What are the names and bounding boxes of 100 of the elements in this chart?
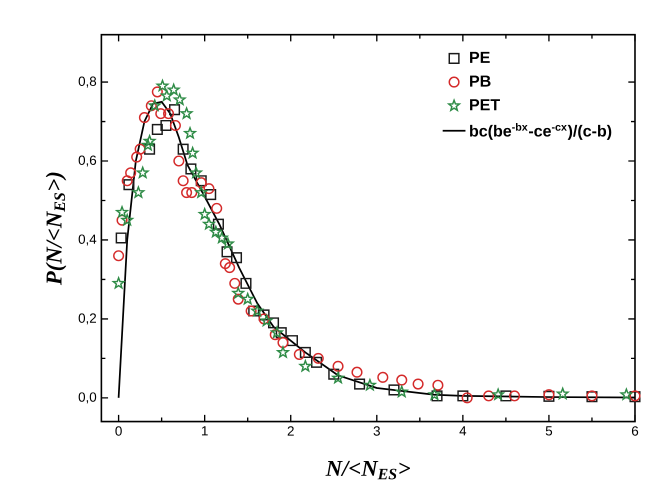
point xyxy=(276,346,289,358)
point xyxy=(125,167,136,178)
point xyxy=(432,380,444,391)
legend-label: PB xyxy=(470,75,491,86)
x-tick-label: 4 xyxy=(459,426,466,436)
x-tick-label: 2 xyxy=(288,426,294,436)
point xyxy=(152,86,163,98)
point xyxy=(396,386,408,398)
point xyxy=(500,390,512,402)
point xyxy=(258,313,270,324)
point xyxy=(168,84,180,96)
x-tick-label: 6 xyxy=(632,426,638,436)
point xyxy=(277,336,289,348)
point xyxy=(251,304,264,316)
y-tick-label: 0,4 xyxy=(78,234,96,246)
point xyxy=(300,346,311,358)
point xyxy=(428,388,440,400)
point xyxy=(146,100,157,112)
point xyxy=(328,368,340,380)
point xyxy=(412,378,424,390)
point xyxy=(186,186,198,198)
point xyxy=(211,202,222,214)
point xyxy=(354,378,366,390)
point xyxy=(492,388,504,400)
point xyxy=(116,214,128,226)
point xyxy=(178,175,189,186)
point xyxy=(210,226,222,238)
point xyxy=(174,93,186,105)
point xyxy=(224,262,236,274)
point xyxy=(203,182,215,194)
point xyxy=(299,360,312,372)
point xyxy=(276,327,287,338)
point xyxy=(332,360,344,372)
point xyxy=(432,390,443,402)
point xyxy=(169,104,180,116)
point xyxy=(186,146,199,158)
point xyxy=(185,163,196,174)
point xyxy=(457,390,468,402)
point xyxy=(134,144,146,155)
point xyxy=(132,186,144,198)
point xyxy=(246,305,257,316)
x-tick-label: 3 xyxy=(374,426,380,436)
point xyxy=(162,108,174,120)
point xyxy=(116,206,128,218)
point xyxy=(178,144,189,155)
point xyxy=(364,378,376,390)
point xyxy=(229,278,240,289)
point xyxy=(131,151,142,162)
point xyxy=(212,218,224,230)
legend-label: bc(be$^{-bx}$-ce$^{-cx}$)/(c-b) xyxy=(470,122,612,140)
point xyxy=(190,166,202,178)
point xyxy=(170,120,181,131)
point xyxy=(160,89,173,101)
point xyxy=(556,388,569,399)
point xyxy=(268,317,280,328)
point xyxy=(351,366,363,378)
x-tick-label: 0 xyxy=(115,426,122,436)
point xyxy=(138,112,150,123)
point xyxy=(113,250,124,262)
point xyxy=(260,314,273,326)
y-tick-label: 0,2 xyxy=(78,313,96,324)
point xyxy=(156,80,168,92)
point xyxy=(180,107,193,119)
point xyxy=(240,278,252,289)
point xyxy=(222,238,234,249)
point xyxy=(332,372,344,384)
x-tick-label: 1 xyxy=(202,426,208,436)
point xyxy=(202,218,215,230)
point xyxy=(198,208,211,220)
point xyxy=(270,326,283,338)
y-tick-label: 0,8 xyxy=(78,76,96,88)
point xyxy=(160,120,172,131)
point xyxy=(242,292,254,304)
point xyxy=(232,286,244,298)
point xyxy=(311,356,322,368)
point xyxy=(396,374,408,386)
point xyxy=(181,186,192,198)
point xyxy=(483,390,494,402)
point xyxy=(205,188,216,200)
y-tick-label: 0,0 xyxy=(78,392,96,404)
point xyxy=(462,392,473,404)
point xyxy=(508,390,520,402)
x-tick-label: 5 xyxy=(546,426,552,436)
y-tick-label: 0,6 xyxy=(78,155,96,166)
point xyxy=(122,175,133,186)
point xyxy=(222,246,233,258)
x-axis-title: N/<N$_{ES}$> xyxy=(325,460,410,480)
point xyxy=(388,384,400,396)
point xyxy=(377,372,388,383)
point xyxy=(112,277,125,288)
y-axis-title: P(N/<N$_{ES}$>) xyxy=(46,172,66,285)
point xyxy=(121,214,134,226)
point xyxy=(270,329,281,340)
point xyxy=(155,108,166,120)
point xyxy=(286,334,298,346)
point xyxy=(144,134,156,146)
point xyxy=(312,352,324,364)
point xyxy=(173,155,184,166)
point xyxy=(116,232,127,244)
point xyxy=(136,166,149,178)
